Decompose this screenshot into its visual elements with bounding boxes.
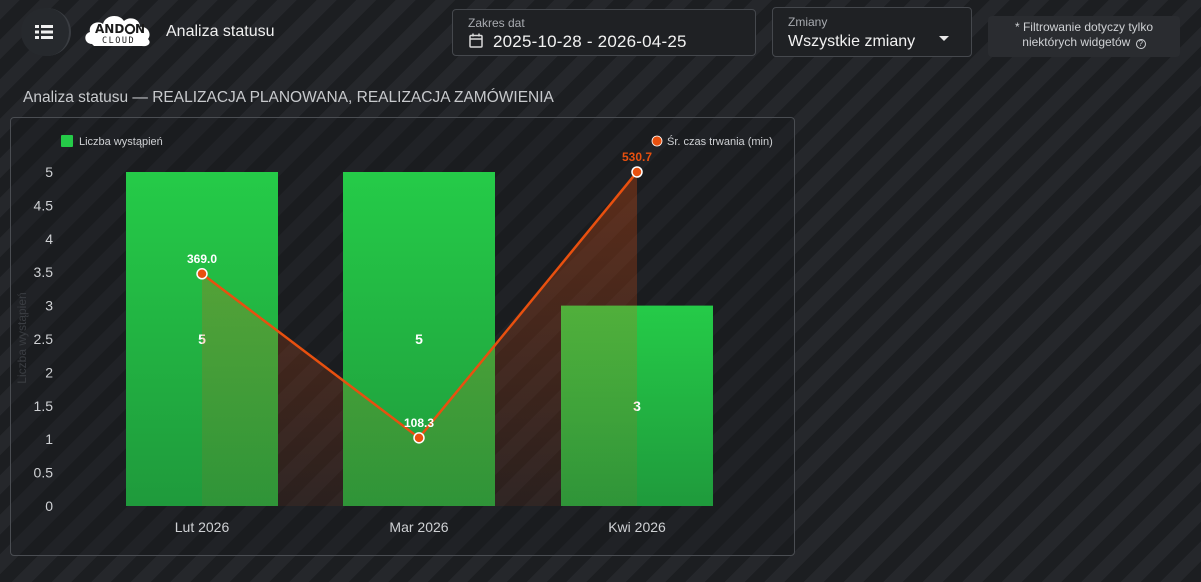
- y-tick-label: 0.5: [34, 465, 54, 481]
- y-tick-label: 3.5: [34, 264, 54, 280]
- filter-note: * Filtrowanie dotyczy tylko niektórych w…: [988, 16, 1180, 57]
- top-bar: AND N CLOUD Analiza statusu Zakres dat 2…: [0, 0, 1201, 66]
- shifts-value: Wszystkie zmiany: [788, 33, 916, 50]
- shifts-label: Zmiany: [788, 15, 828, 29]
- y-tick-label: 2: [45, 364, 53, 380]
- date-range-field[interactable]: Zakres dat 2025-10-28 - 2026-04-25: [452, 9, 756, 56]
- y-tick-label: 5: [45, 164, 53, 180]
- logo-text-bottom: CLOUD: [102, 36, 135, 46]
- filter-note-line1: * Filtrowanie dotyczy tylko: [1014, 20, 1154, 34]
- line-point: [631, 166, 643, 178]
- sidebar-toggle-button[interactable]: [21, 8, 71, 56]
- line-series-area: [202, 172, 637, 506]
- y-tick-label: 4.5: [34, 197, 54, 213]
- menu-icon: [35, 25, 53, 39]
- logo-text-top: AND: [95, 22, 124, 36]
- section-title: Analiza statusu — REALIZACJA PLANOWANA, …: [23, 89, 554, 106]
- date-range-label: Zakres dat: [468, 16, 525, 30]
- line-point-label: 530.7: [622, 150, 652, 164]
- y-tick-label: 3: [45, 298, 53, 314]
- line-point-label: 108.3: [404, 416, 434, 430]
- y-tick-label: 4: [45, 231, 53, 247]
- line-point: [413, 432, 425, 444]
- y-tick-label: 0: [45, 498, 53, 514]
- bar-value-label: 3: [633, 398, 641, 414]
- y-tick-label: 1.5: [34, 398, 54, 414]
- bar-value-label: 5: [415, 331, 423, 347]
- chevron-down-icon: [939, 36, 949, 41]
- y-tick-label: 2.5: [34, 331, 54, 347]
- chart-card: Liczba wystąpień Śr. czas trwania (min) …: [10, 117, 795, 556]
- logo-text-n: N: [135, 22, 145, 36]
- legend-swatch-line[interactable]: [651, 135, 663, 147]
- calendar-icon: [469, 33, 483, 48]
- page-title: Analiza statusu: [166, 23, 275, 40]
- filter-note-line2: niektórych widgetów: [1022, 35, 1131, 49]
- x-category-label: Kwi 2026: [608, 519, 666, 535]
- legend-label-bars: Liczba wystąpień: [79, 136, 163, 148]
- y-tick-label: 1: [45, 431, 53, 447]
- x-category-label: Lut 2026: [175, 519, 230, 535]
- question-circle-icon[interactable]: ?: [1135, 39, 1146, 49]
- legend-swatch-bars[interactable]: [61, 135, 73, 147]
- legend-label-line: Śr. czas trwania (min): [667, 135, 773, 148]
- y-axis-title: Liczba wystąpień: [15, 292, 29, 383]
- status-chart: Liczba wystąpień Śr. czas trwania (min) …: [15, 135, 773, 535]
- line-point: [196, 268, 208, 280]
- shifts-select[interactable]: Zmiany Wszystkie zmiany: [772, 7, 972, 57]
- x-category-label: Mar 2026: [389, 519, 448, 535]
- andon-cloud-logo: AND N CLOUD: [85, 15, 150, 47]
- line-point-label: 369.0: [187, 252, 217, 266]
- date-range-value: 2025-10-28 - 2026-04-25: [493, 32, 687, 51]
